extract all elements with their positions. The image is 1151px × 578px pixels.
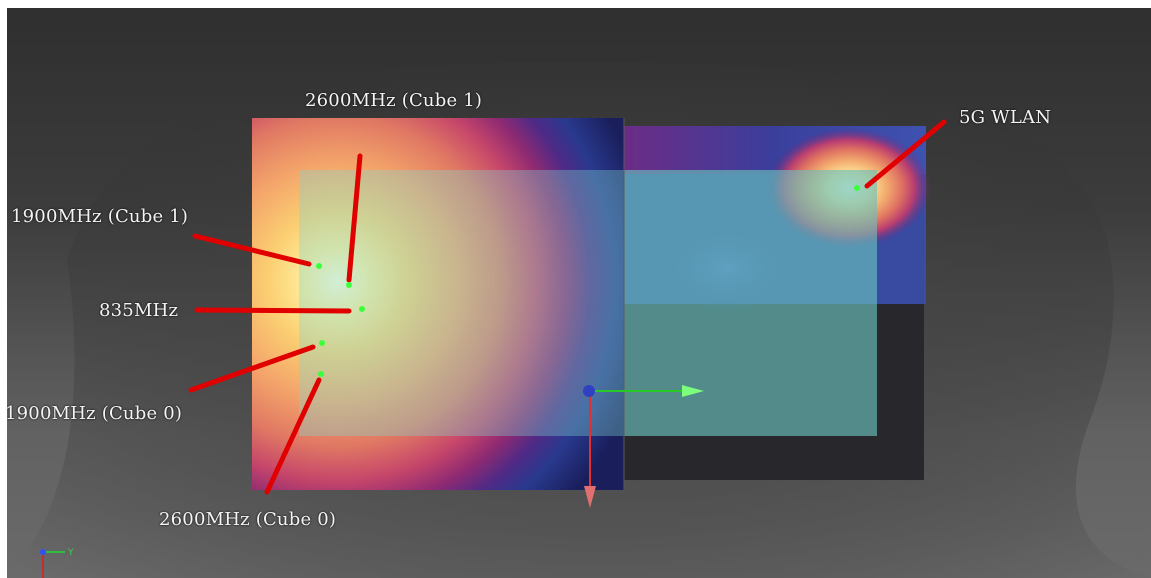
label-835mhz: 835MHz (99, 300, 179, 321)
label-2600mhz-cube1: 2600MHz (Cube 1) (305, 90, 483, 111)
hotspot-835 (359, 306, 365, 312)
3d-viewport[interactable]: 2600MHz (Cube 1) 1900MHz (Cube 1) 835MHz… (7, 8, 1151, 578)
hotspot-markers (316, 185, 860, 377)
sar-heatmap-wlan (767, 128, 931, 248)
hotspot-5g-wlan (854, 185, 860, 191)
leader-5g-wlan (864, 119, 947, 189)
axis-triad-y-label: Y (67, 548, 74, 558)
leader-1900-cube1 (192, 233, 312, 267)
label-1900mhz-cube0: 1900MHz (Cube 0) (7, 403, 183, 424)
hotspot-2600-cube0 (318, 371, 324, 377)
axis-triad-icon: Y (40, 548, 74, 578)
sar-blue-blob (657, 223, 797, 313)
hotspot-1900-cube1 (316, 263, 322, 269)
local-axes (583, 385, 704, 508)
leader-835 (194, 307, 352, 314)
sar-heatmap-main (252, 118, 624, 490)
leader-2600-cube1 (346, 153, 363, 283)
label-5g-wlan: 5G WLAN (959, 107, 1052, 128)
leader-2600-cube0 (264, 377, 322, 495)
annotation-lines (188, 119, 947, 495)
leader-1900-cube0 (188, 344, 316, 393)
label-2600mhz-cube0: 2600MHz (Cube 0) (159, 509, 337, 530)
label-1900mhz-cube1: 1900MHz (Cube 1) (11, 206, 189, 227)
hotspot-2600-cube1 (346, 282, 352, 288)
phone-overlay-right (624, 170, 877, 436)
sar-scene[interactable] (7, 8, 1151, 578)
hotspot-1900-cube0 (319, 340, 325, 346)
origin-icon (583, 385, 595, 397)
y-axis-arrow-icon (682, 385, 704, 397)
z-axis-arrow-icon (584, 486, 596, 508)
